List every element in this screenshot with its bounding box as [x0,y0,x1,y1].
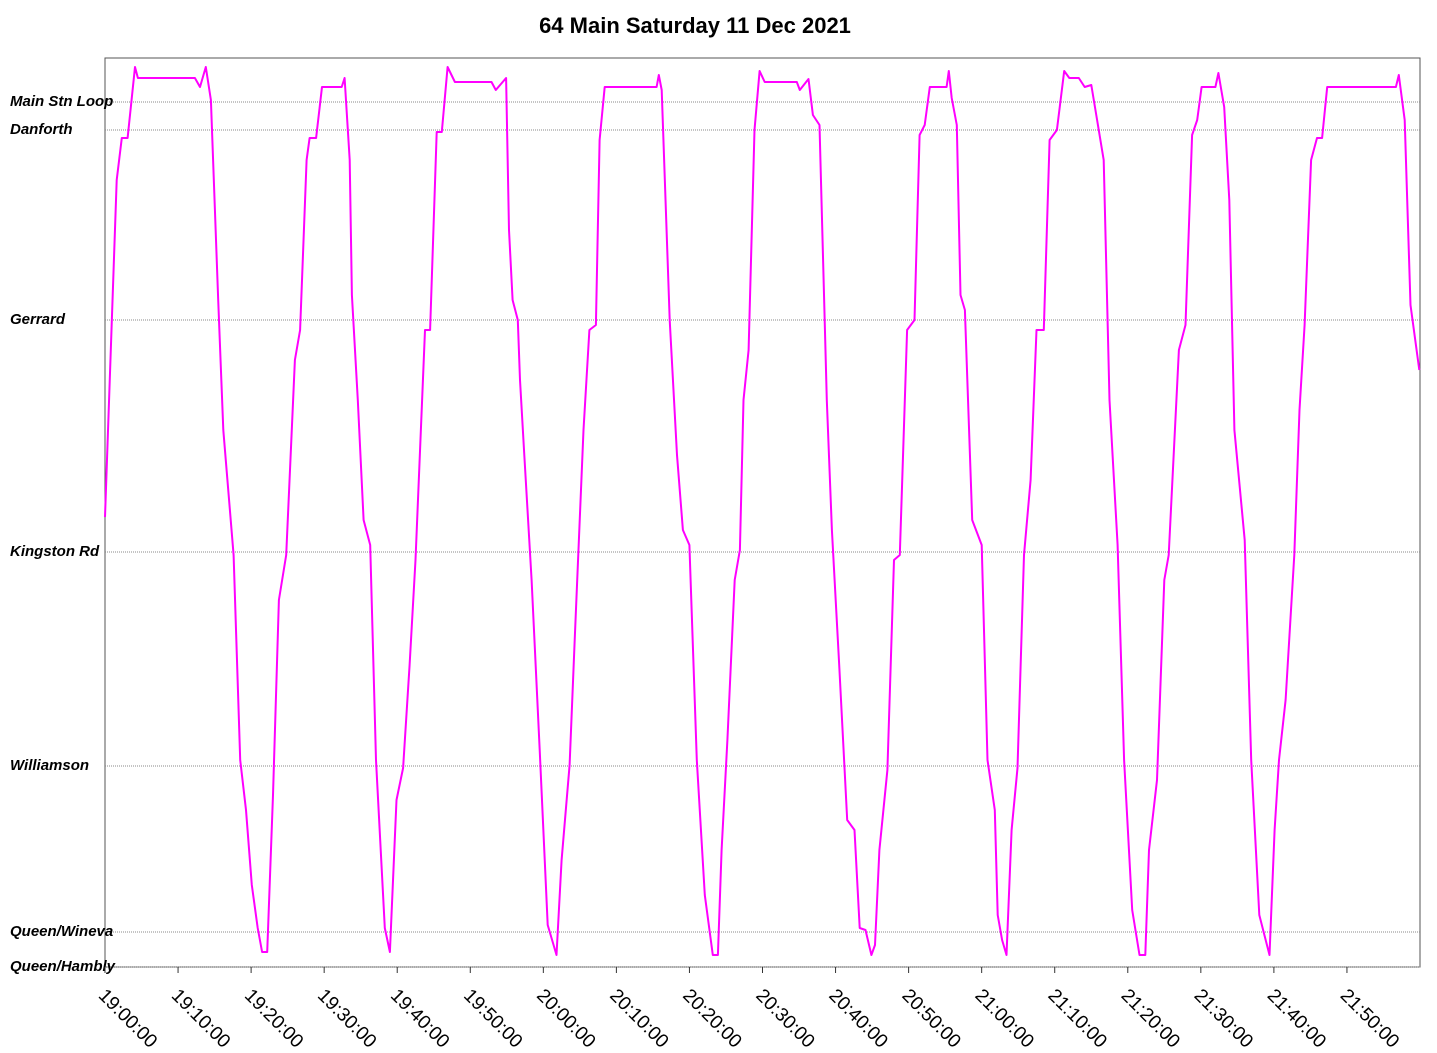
x-tick-label: 20:00:00 [532,985,599,1052]
x-tick-label: 21:10:00 [1044,985,1111,1052]
data-line [104,66,1421,956]
x-tick-label: 19:40:00 [386,985,453,1052]
x-tick-label: 20:40:00 [824,985,891,1052]
x-tick-label: 20:50:00 [898,985,965,1052]
y-tick-label: Queen/Hambly [10,958,116,975]
x-tick-label: 21:30:00 [1190,985,1257,1052]
x-tick-label: 21:20:00 [1117,985,1184,1052]
x-tick-label: 20:30:00 [751,985,818,1052]
y-tick-label: Gerrard [10,311,66,328]
plot-frame [104,57,1421,968]
y-tick-label: Danforth [10,121,73,138]
x-tick-label: 19:10:00 [167,985,234,1052]
chart-title: 64 Main Saturday 11 Dec 2021 [539,13,851,38]
x-tick-label: 19:30:00 [313,985,380,1052]
y-tick-label: Queen/Wineva [10,923,113,940]
x-tick-label: 21:40:00 [1263,985,1330,1052]
y-tick-label: Main Stn Loop [10,93,113,110]
y-tick-label: Kingston Rd [10,543,100,560]
y-tick-label: Williamson [10,757,89,774]
x-tick-label: 19:00:00 [94,985,161,1052]
x-tick-label: 19:50:00 [459,985,526,1052]
x-tick-label: 21:50:00 [1336,985,1403,1052]
x-tick-label: 19:20:00 [240,985,307,1052]
x-tick-label: 21:00:00 [971,985,1038,1052]
x-tick-label: 20:20:00 [678,985,745,1052]
x-tick-label: 20:10:00 [605,985,672,1052]
